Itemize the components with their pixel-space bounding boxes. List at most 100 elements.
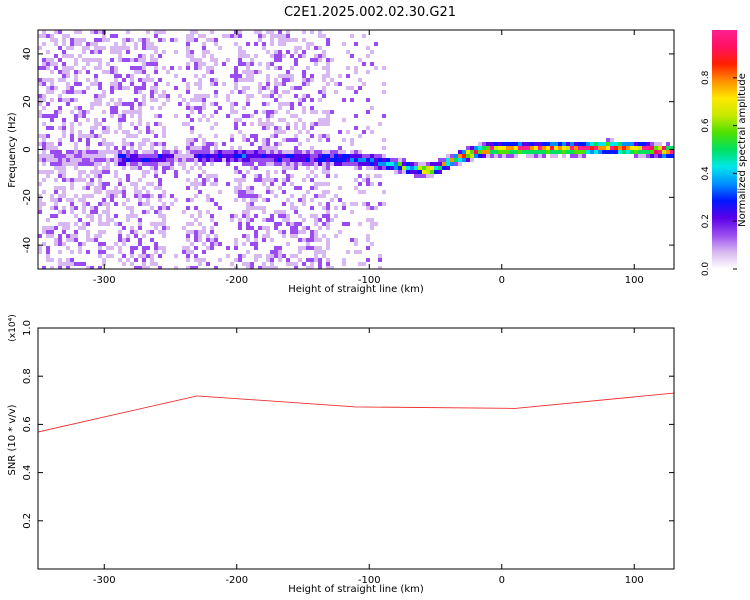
spectrogram-cell bbox=[102, 210, 106, 214]
spectrogram-cell bbox=[150, 62, 154, 66]
spectrogram-cell bbox=[326, 266, 330, 269]
spectrogram-cell bbox=[666, 142, 670, 146]
spectrogram-cell bbox=[186, 230, 190, 234]
spectrogram-cell bbox=[262, 198, 266, 202]
spectrogram-cell bbox=[98, 38, 102, 42]
spectrogram-cell bbox=[310, 266, 314, 269]
spectrogram-cell bbox=[230, 138, 234, 142]
spectrogram-cell bbox=[290, 162, 294, 166]
spectrogram-cell bbox=[162, 162, 166, 166]
spectrogram-cell bbox=[258, 194, 262, 198]
spectrogram-cell bbox=[286, 162, 290, 166]
spectrogram-cell bbox=[242, 222, 246, 226]
spectrogram-cell bbox=[266, 254, 270, 258]
spectrogram-cell bbox=[594, 150, 598, 154]
spectrogram-cell bbox=[134, 150, 138, 154]
spectrogram-cell bbox=[238, 178, 242, 182]
spectrogram-cell bbox=[298, 98, 302, 102]
spectrogram-cell bbox=[158, 158, 162, 162]
spectrogram-cell bbox=[322, 162, 326, 166]
spectrogram-cell bbox=[374, 154, 378, 158]
spectrogram-cell bbox=[170, 154, 174, 158]
x-tick-label: -100 bbox=[358, 275, 381, 286]
spectrogram-cell bbox=[94, 54, 98, 58]
spectrogram-cell bbox=[250, 78, 254, 82]
spectrogram-cell bbox=[226, 246, 230, 250]
spectrogram-cell bbox=[266, 218, 270, 222]
spectrogram-cell bbox=[254, 198, 258, 202]
spectrogram-cell bbox=[98, 178, 102, 182]
spectrogram-cell bbox=[158, 258, 162, 262]
spectrogram-cell bbox=[78, 94, 82, 98]
spectrogram-cell bbox=[158, 210, 162, 214]
spectrogram-cell bbox=[298, 146, 302, 150]
spectrogram-cell bbox=[98, 102, 102, 106]
spectrogram-cell bbox=[374, 166, 378, 170]
spectrogram-cell bbox=[282, 130, 286, 134]
spectrogram-cell bbox=[338, 162, 342, 166]
spectrogram-cell bbox=[146, 146, 150, 150]
spectrogram-cell bbox=[70, 42, 74, 46]
spectrogram-cell bbox=[242, 162, 246, 166]
spectrogram-cell bbox=[158, 130, 162, 134]
spectrogram-cell bbox=[258, 110, 262, 114]
spectrogram-cell bbox=[294, 222, 298, 226]
spectrogram-cell bbox=[594, 146, 598, 150]
spectrogram-cell bbox=[306, 238, 310, 242]
spectrogram-cell bbox=[318, 138, 322, 142]
spectrogram-cell bbox=[334, 174, 338, 178]
spectrogram-cell bbox=[274, 210, 278, 214]
spectrogram-cell bbox=[74, 226, 78, 230]
spectrogram-cell bbox=[302, 218, 306, 222]
spectrogram-cell bbox=[146, 230, 150, 234]
spectrogram-cell bbox=[370, 62, 374, 66]
spectrogram-cell bbox=[374, 214, 378, 218]
spectrogram-cell bbox=[86, 106, 90, 110]
spectrogram-cell bbox=[626, 142, 630, 146]
spectrogram-cell bbox=[166, 150, 170, 154]
spectrogram-cell bbox=[174, 38, 178, 42]
spectrogram-cell bbox=[322, 166, 326, 170]
spectrogram-cell bbox=[198, 62, 202, 66]
spectrogram-cell bbox=[134, 86, 138, 90]
spectrogram-cell bbox=[186, 54, 190, 58]
spectrogram-cell bbox=[46, 134, 50, 138]
spectrogram-cell bbox=[354, 154, 358, 158]
spectrogram-cell bbox=[242, 210, 246, 214]
spectrogram-cell bbox=[42, 186, 46, 190]
spectrogram-cell bbox=[314, 58, 318, 62]
spectrogram-cell bbox=[250, 158, 254, 162]
spectrogram-cell bbox=[166, 162, 170, 166]
spectrogram-cell bbox=[426, 174, 430, 178]
spectrogram-cell bbox=[474, 154, 478, 158]
spectrogram-cell bbox=[82, 34, 86, 38]
spectrogram-cell bbox=[142, 54, 146, 58]
spectrogram-cell bbox=[58, 166, 62, 170]
spectrogram-cell bbox=[342, 222, 346, 226]
spectrogram-cell bbox=[110, 198, 114, 202]
spectrogram-cell bbox=[50, 86, 54, 90]
spectrogram-cell bbox=[370, 130, 374, 134]
spectrogram-cell bbox=[150, 154, 154, 158]
spectrogram-cell bbox=[386, 166, 390, 170]
spectrogram-cell bbox=[102, 230, 106, 234]
spectrogram-cell bbox=[42, 170, 46, 174]
spectrogram-cell bbox=[286, 50, 290, 54]
spectrogram-cell bbox=[194, 30, 198, 34]
spectrogram-cell bbox=[318, 182, 322, 186]
spectrogram-cell bbox=[202, 102, 206, 106]
spectrogram-cell bbox=[226, 34, 230, 38]
spectrogram-cell bbox=[318, 134, 322, 138]
spectrogram-cell bbox=[214, 122, 218, 126]
spectrogram-cell bbox=[466, 150, 470, 154]
spectrogram-cell bbox=[318, 54, 322, 58]
spectrogram-cell bbox=[174, 114, 178, 118]
spectrogram-cell bbox=[246, 186, 250, 190]
spectrogram-cell bbox=[234, 110, 238, 114]
spectrogram-cell bbox=[262, 162, 266, 166]
spectrogram-cell bbox=[326, 258, 330, 262]
spectrogram-cell bbox=[298, 186, 302, 190]
spectrogram-cell bbox=[290, 38, 294, 42]
spectrogram-cell bbox=[286, 114, 290, 118]
spectrogram-cell bbox=[494, 150, 498, 154]
